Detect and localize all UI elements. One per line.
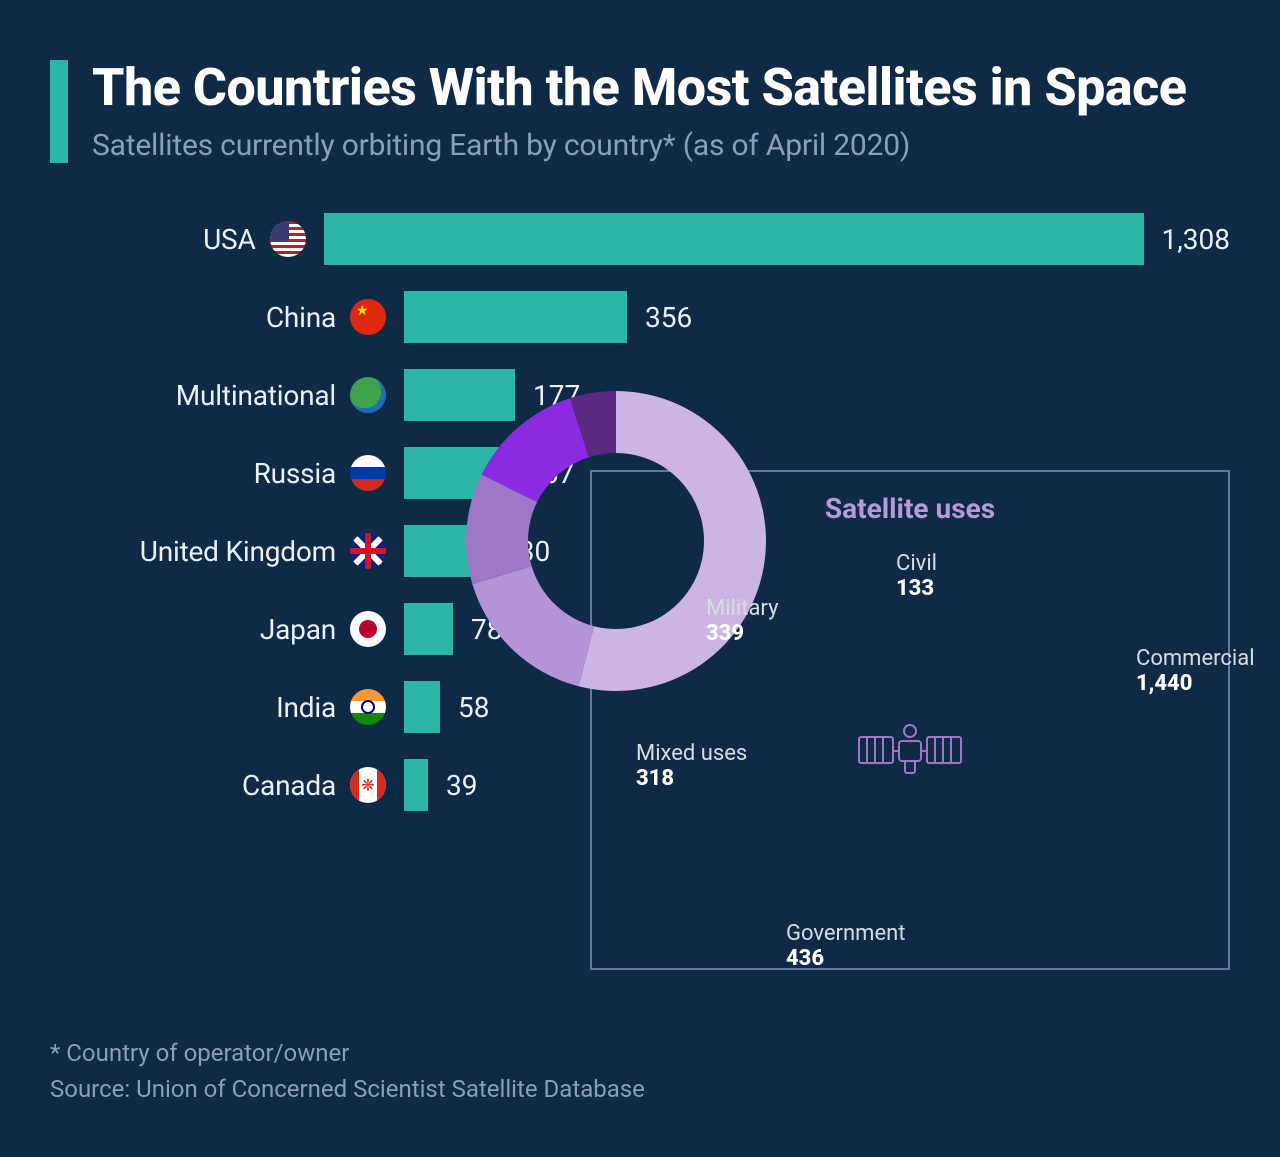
bar	[404, 759, 428, 811]
satellite-icon	[855, 719, 965, 793]
donut-label-mixed-uses: Mixed uses318	[636, 741, 747, 792]
bar-label: India	[70, 691, 350, 724]
flag-icon-usa	[270, 221, 306, 257]
donut-label-civil: Civil133	[896, 551, 937, 602]
donut-label-value: 318	[636, 766, 747, 791]
bar-label: USA	[70, 223, 270, 256]
bar-label: Multinational	[70, 379, 350, 412]
footnotes: * Country of operator/owner Source: Unio…	[50, 1035, 645, 1107]
bar-label: United Kingdom	[70, 535, 350, 568]
page-title: The Countries With the Most Satellites i…	[92, 60, 1230, 116]
donut-label-category: Commercial	[1136, 646, 1255, 671]
footnote-source: Source: Union of Concerned Scientist Sat…	[50, 1071, 645, 1107]
donut-label-category: Government	[786, 921, 905, 946]
bar	[324, 213, 1144, 265]
header: The Countries With the Most Satellites i…	[50, 60, 1230, 163]
donut-label-category: Military	[706, 596, 778, 621]
donut-label-military: Military339	[706, 596, 778, 647]
bar-label: China	[70, 301, 350, 334]
donut-label-value: 133	[896, 576, 937, 601]
donut-svg	[322, 316, 910, 746]
infographic-page: The Countries With the Most Satellites i…	[0, 0, 1280, 1157]
bar-value: 1,308	[1162, 223, 1230, 256]
titles: The Countries With the Most Satellites i…	[92, 60, 1230, 163]
donut-label-category: Mixed uses	[636, 741, 747, 766]
bar-label: Russia	[70, 457, 350, 490]
donut-label-government: Government436	[786, 921, 905, 972]
donut-chart: Commercial1,440Government436Mixed uses31…	[616, 531, 1204, 961]
bar-row: USA 1,308	[70, 213, 1230, 265]
donut-label-category: Civil	[896, 551, 937, 576]
flag-icon-canada: ❋	[350, 767, 386, 803]
bar-label: Japan	[70, 613, 350, 646]
donut-slice-government	[472, 566, 594, 686]
donut-label-value: 436	[786, 946, 905, 971]
donut-panel: Satellite uses Commercial1,440Government…	[590, 470, 1230, 970]
donut-label-value: 1,440	[1136, 671, 1255, 696]
footnote-line: * Country of operator/owner	[50, 1035, 645, 1071]
accent-bar	[50, 60, 68, 163]
donut-label-commercial: Commercial1,440	[1136, 646, 1255, 697]
bar-label: Canada	[70, 769, 350, 802]
donut-label-value: 339	[706, 621, 778, 646]
bar-track: 1,308	[324, 213, 1230, 265]
bar-value: 39	[446, 769, 477, 802]
page-subtitle: Satellites currently orbiting Earth by c…	[92, 128, 1230, 163]
